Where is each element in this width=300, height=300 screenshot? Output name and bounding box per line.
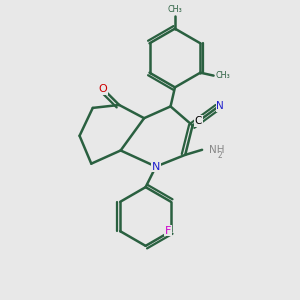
Text: F: F <box>165 226 171 236</box>
Text: N: N <box>152 162 160 172</box>
Text: CH₃: CH₃ <box>168 5 182 14</box>
Text: C: C <box>195 116 202 126</box>
Text: 2: 2 <box>218 151 222 160</box>
Text: CH₃: CH₃ <box>215 71 230 80</box>
Text: NH: NH <box>209 145 225 155</box>
Text: O: O <box>99 84 107 94</box>
Text: N: N <box>217 101 224 111</box>
